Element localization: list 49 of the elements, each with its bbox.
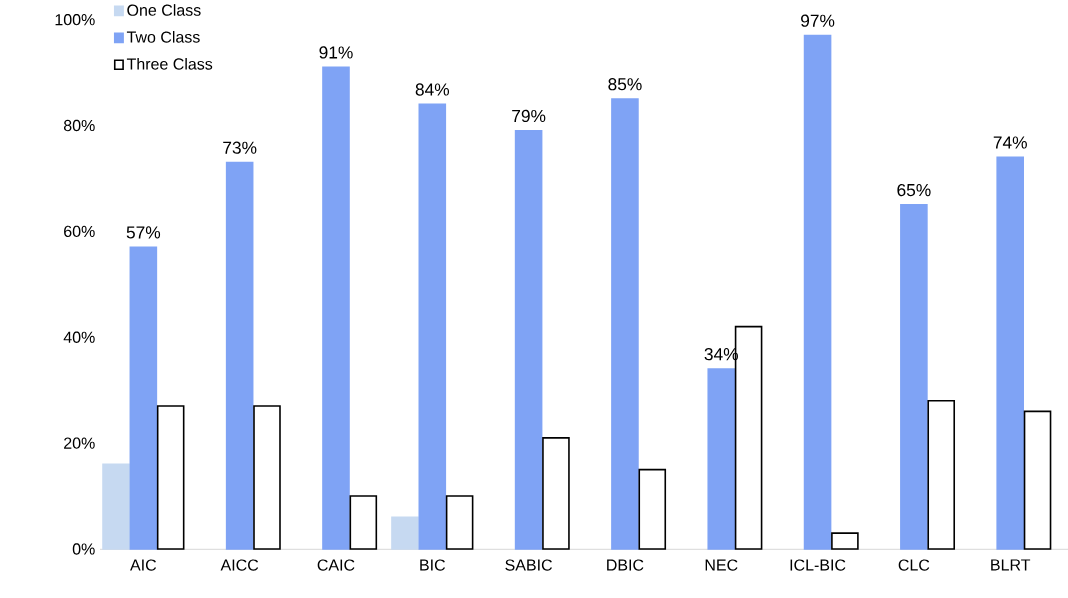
bar bbox=[102, 463, 130, 550]
bar bbox=[391, 516, 419, 550]
legend-label: Three Class bbox=[126, 57, 213, 70]
x-tick-label: AICC bbox=[220, 559, 259, 571]
data-label: 74% bbox=[993, 136, 1027, 149]
bar bbox=[638, 468, 667, 550]
bar bbox=[349, 495, 378, 550]
x-tick-label: BLRT bbox=[991, 559, 1031, 571]
bar bbox=[611, 98, 639, 550]
y-tick-label: 80% bbox=[63, 119, 95, 132]
bar bbox=[900, 204, 928, 550]
x-tick-label: BIC bbox=[420, 559, 446, 571]
data-label: 65% bbox=[897, 183, 931, 197]
bar bbox=[322, 66, 350, 550]
data-label: 57% bbox=[126, 226, 161, 239]
data-label: 85% bbox=[608, 78, 642, 91]
data-label: 84% bbox=[415, 83, 450, 96]
y-tick-label: 20% bbox=[64, 437, 95, 449]
x-tick-label: CLC bbox=[898, 559, 930, 571]
x-tick-label: DBIC bbox=[607, 559, 644, 571]
x-tick-label: AIC bbox=[130, 559, 157, 571]
bar bbox=[129, 246, 158, 550]
x-tick-label: SABIC bbox=[505, 559, 553, 571]
y-tick-label: 100% bbox=[55, 14, 95, 26]
data-label: 91% bbox=[319, 46, 353, 59]
x-tick-label: NEC bbox=[705, 559, 738, 571]
y-tick-label: 40% bbox=[63, 331, 95, 343]
bar bbox=[1023, 410, 1052, 550]
x-tick-label: ICL-BIC bbox=[790, 559, 846, 571]
bar bbox=[831, 532, 859, 550]
x-tick-label: CAIC bbox=[317, 559, 355, 571]
y-tick-label: 60% bbox=[64, 225, 95, 238]
bar bbox=[253, 405, 281, 550]
bar bbox=[927, 399, 956, 550]
bar bbox=[156, 405, 185, 550]
bar bbox=[514, 130, 543, 550]
bar bbox=[707, 368, 736, 550]
data-label: 97% bbox=[801, 14, 835, 27]
data-label: 73% bbox=[223, 141, 257, 154]
legend-label: One Class bbox=[127, 4, 201, 16]
y-tick-label: 0% bbox=[72, 543, 95, 555]
bar bbox=[225, 161, 254, 550]
data-label: 79% bbox=[512, 109, 546, 123]
bar bbox=[996, 156, 1024, 550]
legend-label: Two Class bbox=[126, 31, 200, 43]
bar bbox=[803, 34, 832, 550]
bar bbox=[418, 103, 447, 550]
bar bbox=[542, 437, 570, 550]
bar bbox=[445, 495, 474, 550]
